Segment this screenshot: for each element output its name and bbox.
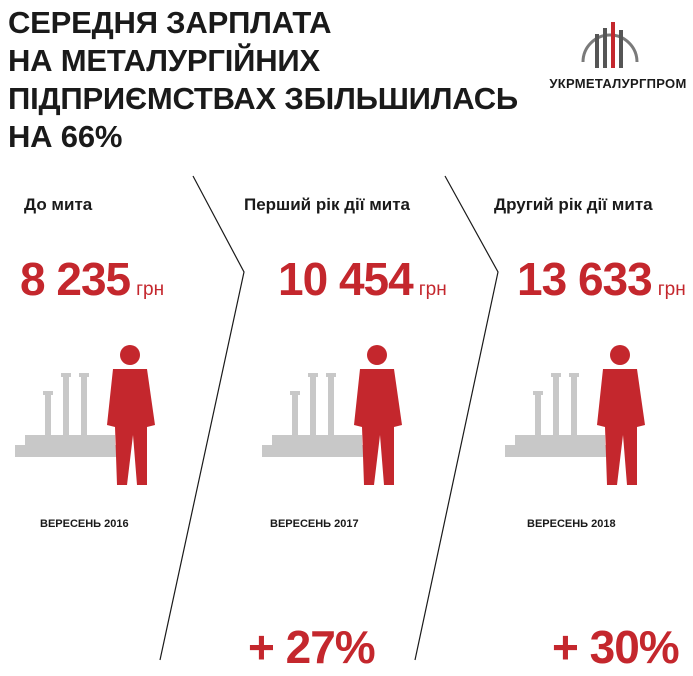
change-percent-2018: + 30%: [552, 621, 680, 673]
salary-amount-first-year: 10 454 грн: [278, 252, 447, 306]
period-label-before: До мита: [24, 195, 93, 214]
salary-amount-before: 8 235 грн: [20, 252, 164, 306]
currency-unit: грн: [418, 279, 447, 300]
period-date-2018: ВЕРЕСЕНЬ 2018: [527, 518, 616, 530]
factory-worker-icon: [505, 345, 645, 485]
divider-1: [159, 175, 245, 661]
currency-unit: грн: [657, 279, 686, 300]
headline-line-4: НА 66%: [8, 119, 123, 154]
headline-line-1: СЕРЕДНЯ ЗАРПЛАТА: [8, 5, 332, 40]
salary-value: 13 633: [517, 253, 653, 305]
change-percent-2017: + 27%: [248, 621, 376, 673]
divider-2: [414, 175, 499, 661]
ukrmetalurgprom-logo-icon: [581, 22, 639, 68]
period-date-2016: ВЕРЕСЕНЬ 2016: [40, 518, 129, 530]
factory-worker-icon: [15, 345, 155, 485]
period-date-2017: ВЕРЕСЕНЬ 2017: [270, 518, 359, 530]
headline: СЕРЕДНЯ ЗАРПЛАТА НА МЕТАЛУРГІЙНИХ ПІДПРИ…: [8, 4, 518, 156]
period-label-first-year: Перший рік дії мита: [244, 195, 411, 214]
logo-wordmark: УКРМЕТАЛУРГПРОМ: [549, 76, 687, 91]
factory-worker-icon: [262, 345, 402, 485]
salary-value: 8 235: [20, 253, 131, 305]
salary-value: 10 454: [278, 253, 414, 305]
headline-line-2: НА МЕТАЛУРГІЙНИХ: [8, 43, 320, 78]
currency-unit: грн: [136, 279, 165, 300]
salary-amount-second-year: 13 633 грн: [517, 252, 686, 306]
period-label-second-year: Другий рік дії мита: [494, 195, 653, 214]
headline-line-3: ПІДПРИЄМСТВАХ ЗБІЛЬШИЛАСЬ: [8, 81, 518, 116]
